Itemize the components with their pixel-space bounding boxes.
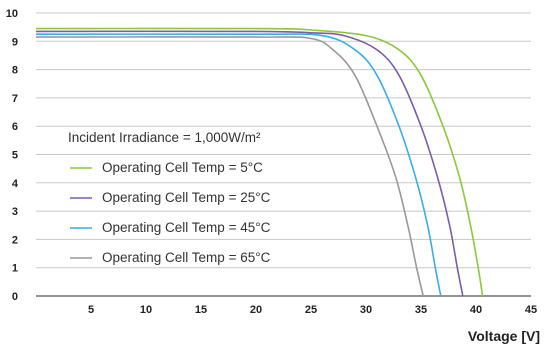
x-axis-label: Voltage [V] bbox=[468, 328, 540, 344]
x-tick-label: 45 bbox=[525, 304, 537, 316]
y-tick-label: 6 bbox=[12, 121, 18, 133]
legend-entry: Operating Cell Temp = 45°C bbox=[102, 220, 271, 235]
y-tick-label: 10 bbox=[6, 8, 18, 20]
x-tick-label: 10 bbox=[140, 304, 152, 316]
y-tick-label: 5 bbox=[12, 150, 18, 162]
y-tick-label: 9 bbox=[12, 36, 18, 48]
legend-entry: Operating Cell Temp = 25°C bbox=[102, 190, 271, 205]
x-tick-label: 25 bbox=[305, 304, 317, 316]
x-tick-label: 15 bbox=[195, 304, 207, 316]
legend-title: Incident Irradiance = 1,000W/m² bbox=[68, 130, 261, 145]
series-line-2 bbox=[35, 30, 464, 297]
x-tick-label: 20 bbox=[250, 304, 262, 316]
x-tick-label: 5 bbox=[88, 304, 94, 316]
series-line-1 bbox=[35, 27, 484, 297]
y-tick-label: 1 bbox=[12, 263, 18, 275]
legend-entry: Operating Cell Temp = 65°C bbox=[102, 250, 271, 265]
y-tick-label: 2 bbox=[12, 234, 18, 246]
x-tick-labels: 5 10 15 20 25 30 35 40 45 bbox=[88, 304, 537, 316]
y-tick-label: 4 bbox=[12, 178, 19, 190]
y-tick-label: 0 bbox=[12, 291, 18, 303]
y-tick-label: 8 bbox=[12, 65, 18, 77]
y-tick-label: 3 bbox=[12, 206, 18, 218]
series-line-4 bbox=[35, 36, 424, 297]
gridlines bbox=[36, 12, 531, 297]
y-tick-label: 7 bbox=[12, 93, 18, 105]
x-tick-label: 30 bbox=[360, 304, 372, 316]
series-lines bbox=[35, 27, 484, 297]
series-line-3 bbox=[35, 33, 442, 297]
legend-entry: Operating Cell Temp = 5°C bbox=[102, 160, 263, 175]
x-tick-label: 40 bbox=[470, 304, 482, 316]
x-tick-label: 35 bbox=[415, 304, 427, 316]
y-tick-labels: 0 1 2 3 4 5 6 7 8 9 10 bbox=[6, 8, 19, 303]
legend: Incident Irradiance = 1,000W/m² Operatin… bbox=[68, 130, 271, 265]
